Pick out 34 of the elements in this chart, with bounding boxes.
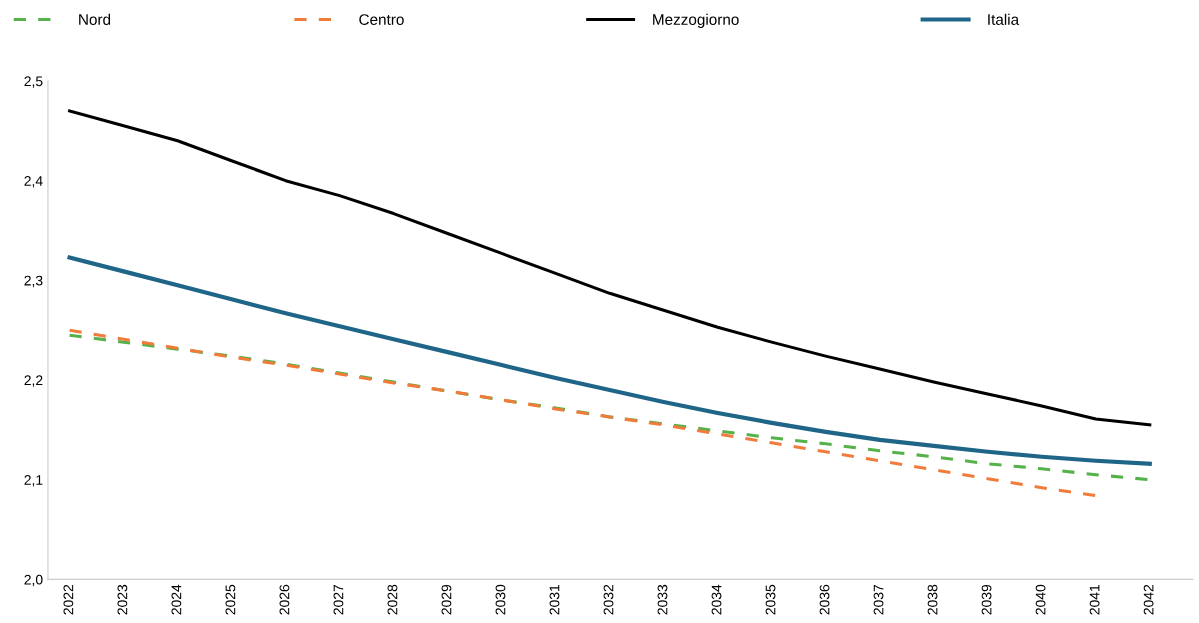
- x-tick-label: 2027: [333, 584, 344, 615]
- x-tick-label: 2034: [711, 584, 722, 615]
- x-tick-label: 2035: [765, 584, 776, 615]
- y-tick-label: 2,3: [24, 275, 43, 288]
- x-tick-label: 2026: [279, 584, 290, 615]
- x-tick-label: 2033: [657, 584, 668, 615]
- line-series: [68, 109, 1152, 427]
- x-tick-label: 2040: [1035, 584, 1046, 615]
- x-tick-label: 2030: [495, 584, 506, 615]
- legend-label: Mezzogiorno: [653, 13, 739, 28]
- y-tick-label: 2,2: [24, 375, 43, 387]
- x-tick-label: 2032: [603, 584, 614, 615]
- x-tick-label: 2024: [171, 584, 182, 615]
- legend-label: Centro: [359, 14, 404, 25]
- x-tick-label: 2023: [117, 584, 128, 615]
- x-tick-label: 2025: [225, 584, 236, 615]
- x-tick-label: 2037: [873, 584, 884, 615]
- y-tick-label: 2,5: [24, 76, 43, 88]
- x-tick-label: 2029: [441, 584, 452, 615]
- x-tick-label: 2031: [549, 584, 560, 615]
- line-series: [68, 328, 1098, 498]
- y-tick-label: 2,4: [24, 176, 43, 188]
- legend-label: Italia: [988, 13, 1020, 25]
- x-tick-label: 2028: [387, 584, 398, 615]
- y-tick-label: 2,0: [24, 574, 43, 587]
- line-series: [67, 255, 1152, 466]
- x-tick-label: 2039: [981, 584, 992, 615]
- legend-label: Nord: [79, 13, 111, 25]
- x-tick-label: 2022: [63, 584, 74, 615]
- x-tick-label: 2038: [927, 584, 938, 615]
- x-tick-label: 2041: [1089, 584, 1100, 615]
- y-tick-label: 2,1: [24, 475, 43, 487]
- x-tick-label: 2042: [1143, 584, 1154, 615]
- x-tick-label: 2036: [819, 584, 830, 615]
